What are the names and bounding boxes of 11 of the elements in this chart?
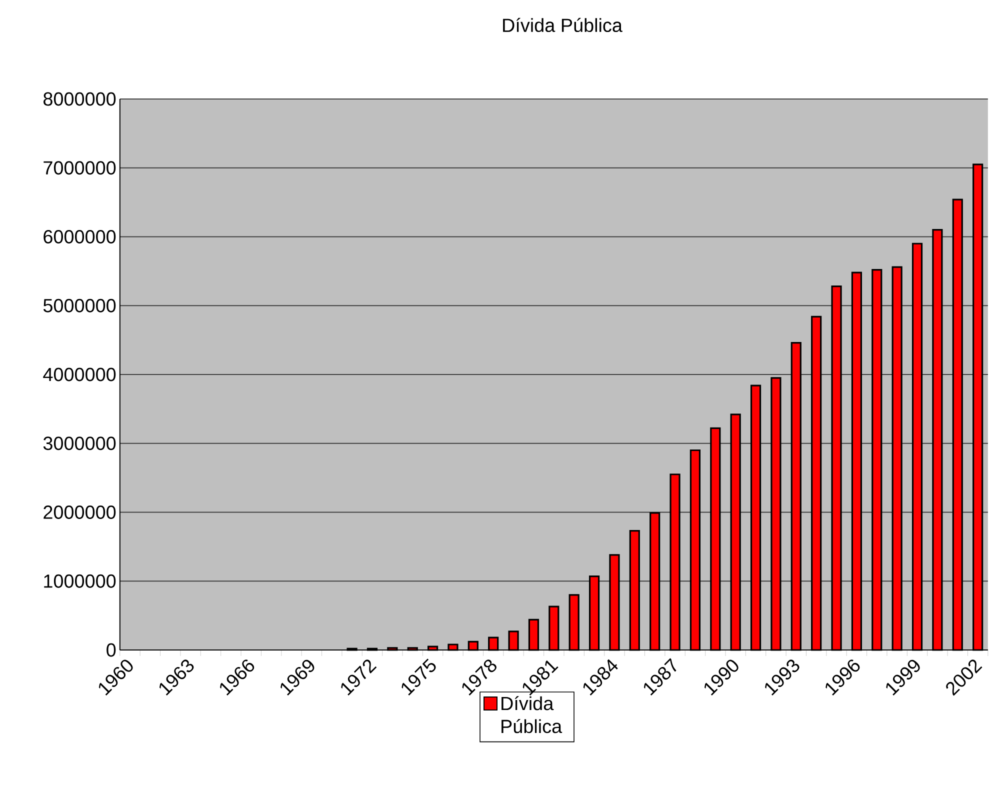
y-tick-label: 7000000 bbox=[44, 161, 116, 175]
y-tick-label: 6000000 bbox=[44, 230, 116, 244]
chart-title: Dívida Pública bbox=[503, 18, 622, 32]
y-tick-label: 8000000 bbox=[44, 92, 116, 106]
y-tick-label: 1000000 bbox=[44, 574, 116, 588]
y-tick-label: 5000000 bbox=[43, 298, 116, 312]
y-tick-label: 2000000 bbox=[44, 506, 116, 519]
legend-label: Dívida Pública bbox=[502, 696, 562, 734]
y-tick-label: 3000000 bbox=[43, 436, 116, 450]
y-tick-label: 4000000 bbox=[43, 368, 116, 382]
y-tick-label: 0 bbox=[106, 643, 116, 657]
